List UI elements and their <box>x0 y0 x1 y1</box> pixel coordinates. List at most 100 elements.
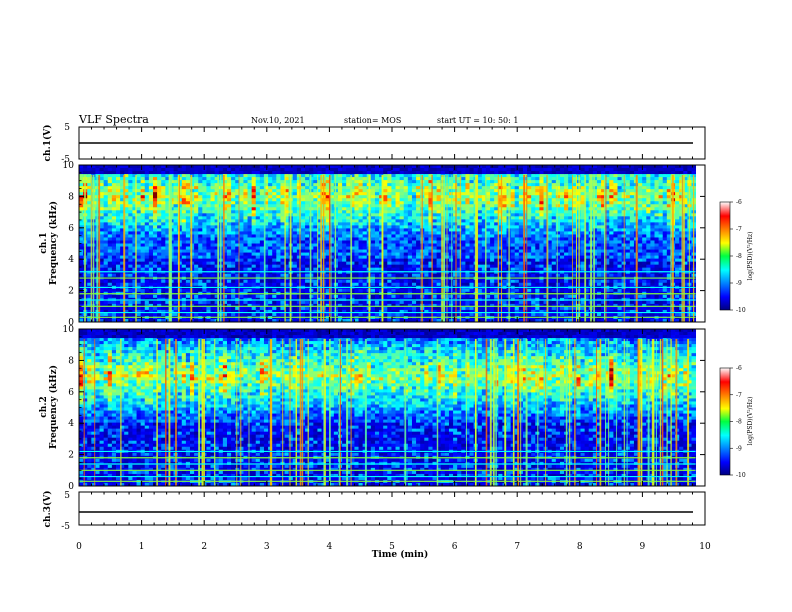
spectrogram-cell <box>161 216 166 220</box>
spectrogram-cell <box>181 186 187 190</box>
spectrogram-cell <box>383 219 388 223</box>
spectrogram-cell <box>337 231 343 235</box>
spectrogram-cell <box>210 186 216 190</box>
spectrogram-cell <box>354 318 359 323</box>
spectrogram-cell <box>432 309 438 314</box>
spectrogram-cell <box>296 270 302 275</box>
spectrogram-cell <box>268 207 273 211</box>
spectrogram-cell <box>214 234 220 238</box>
spectrogram-cell <box>325 210 331 214</box>
spectrogram-cell <box>309 216 314 220</box>
spectrogram-cell <box>448 237 454 241</box>
spectrogram-cell <box>354 174 359 178</box>
spectrogram-cell <box>214 219 220 223</box>
spectrogram-cell <box>185 294 191 299</box>
spectrogram-cell <box>403 309 409 314</box>
spectrogram-cell <box>268 258 273 263</box>
spectrogram-cell <box>214 255 220 259</box>
spectrogram-cell <box>251 237 257 241</box>
spectrogram-cell <box>194 219 199 223</box>
spectrogram-cell <box>457 273 462 278</box>
spectrogram-cell <box>128 240 133 244</box>
spectrogram-cell <box>79 219 84 223</box>
spectrogram-cell <box>296 252 302 256</box>
spectrogram-cell <box>251 177 257 181</box>
spectrogram-cell <box>350 261 355 266</box>
spectrogram-cell <box>395 288 401 293</box>
spectrogram-cell <box>235 252 240 256</box>
spectrogram-cell <box>313 267 318 272</box>
spectrogram-cell <box>255 300 261 305</box>
spectrogram-cell <box>407 186 413 190</box>
spectrogram-cell <box>103 270 109 275</box>
spectrogram-cell <box>222 168 228 172</box>
spectrogram-cell <box>124 231 129 235</box>
spectrogram-cell <box>272 288 277 293</box>
spectrogram-cell <box>152 255 158 259</box>
spectrogram-cell <box>263 228 269 232</box>
spectrogram-cell <box>337 171 343 175</box>
spectrogram-cell <box>403 222 409 226</box>
spectrogram-cell <box>457 201 462 205</box>
spectrogram-cell <box>231 246 236 250</box>
spectrogram-cell <box>284 300 290 305</box>
spectrogram-cell <box>411 243 417 247</box>
spectrogram-cell <box>317 165 322 169</box>
spectrogram-cell <box>313 312 318 317</box>
spectrogram-cell <box>194 165 199 169</box>
spectrogram-cell <box>337 210 343 214</box>
spectrogram-cell <box>448 318 454 323</box>
spectrogram-cell <box>374 270 380 275</box>
spectrogram-cell <box>120 165 125 169</box>
spectrogram-cell <box>358 234 364 238</box>
spectrogram-cell <box>239 264 244 269</box>
spectrogram-cell <box>243 264 248 269</box>
spectrogram-cell <box>436 255 442 259</box>
spectrogram-cell <box>354 195 359 199</box>
spectrogram-cell <box>292 267 298 272</box>
spectrogram-cell <box>165 294 170 299</box>
spectrogram-cell <box>276 255 281 259</box>
spectrogram-cell <box>387 192 392 196</box>
spectrogram-cell <box>268 222 273 226</box>
spectrogram-cell <box>350 279 355 284</box>
spectrogram-cell <box>120 261 125 266</box>
spectrogram-cell <box>120 264 125 269</box>
spectrogram-cell <box>111 234 117 238</box>
spectrogram-cell <box>255 249 261 253</box>
spectrogram-cell <box>198 261 203 266</box>
spectrogram-cell <box>428 228 433 232</box>
spectrogram-cell <box>395 300 401 305</box>
spectrogram-cell <box>231 303 236 308</box>
spectrogram-cell <box>165 204 170 208</box>
spectrogram-cell <box>416 309 421 314</box>
spectrogram-cell <box>116 234 121 238</box>
spectrogram-cell <box>329 261 335 266</box>
spectrogram-cell <box>292 201 298 205</box>
spectrogram-cell <box>453 171 458 175</box>
spectrogram-cell <box>383 246 388 250</box>
spectrogram-cell <box>144 258 150 263</box>
spectrogram-cell <box>342 309 347 314</box>
spectrogram-cell <box>268 183 273 187</box>
spectrogram-cell <box>247 174 253 178</box>
spectrogram-cell <box>350 252 355 256</box>
spectrogram-cell <box>337 282 343 287</box>
spectrogram-cell <box>362 279 368 284</box>
spectrogram-cell <box>226 195 232 199</box>
spectrogram-cell <box>420 171 425 175</box>
spectrogram-cell <box>362 264 368 269</box>
spectrogram-cell <box>120 174 125 178</box>
spectrogram-cell <box>255 261 261 266</box>
spectrogram-cell <box>210 306 216 311</box>
spectrogram-cell <box>173 192 179 196</box>
spectrogram-cell <box>210 210 216 214</box>
spectrogram-cell <box>173 237 179 241</box>
spectrogram-cell <box>407 231 413 235</box>
spectrogram-cell <box>152 240 158 244</box>
spectrogram-cell <box>206 279 211 284</box>
spectrogram-cell <box>457 165 462 169</box>
spectrogram-cell <box>202 270 207 275</box>
spectrogram-cell <box>350 318 355 323</box>
spectrogram-cell <box>255 294 261 299</box>
